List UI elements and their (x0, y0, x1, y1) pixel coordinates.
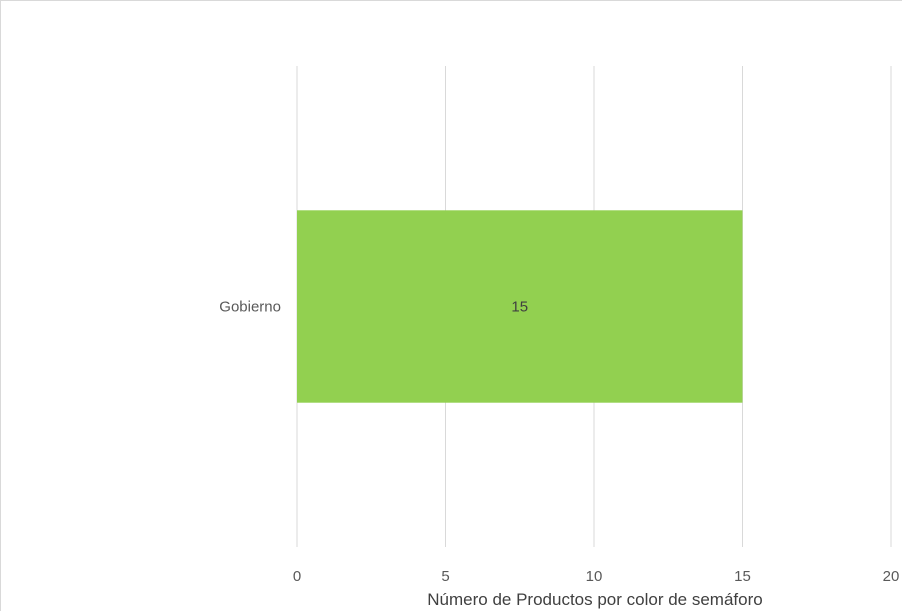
x-tick-label-20: 20 (883, 568, 900, 585)
category-label-gobierno: Gobierno (219, 299, 281, 316)
x-tick-label-10: 10 (586, 568, 603, 585)
bar-gobierno (297, 210, 743, 403)
x-tick-label-0: 0 (293, 568, 301, 585)
x-tick-label-15: 15 (734, 568, 751, 585)
data-label-gobierno: 15 (511, 299, 528, 316)
x-axis-title: Número de Productos por color de semáfor… (427, 590, 762, 609)
x-tick-label-5: 5 (441, 568, 449, 585)
